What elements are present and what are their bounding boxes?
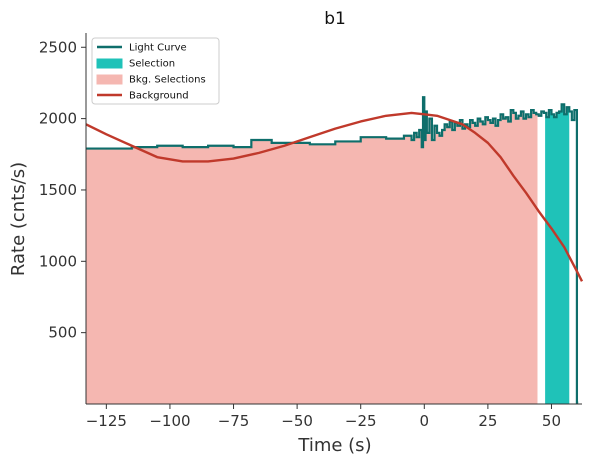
legend-label: Background [129,91,189,102]
y-axis: 500 1000 1500 2000 2500 [39,33,87,404]
legend-label: Bkg. Selections [129,75,206,86]
selection-area [545,104,570,404]
legend-box [91,37,220,105]
x-axis-label: Time (s) [297,435,371,456]
y-axis-label: Rate (cnts/s) [8,162,29,276]
x-tick-label: 0 [420,412,430,430]
bkg-selection-area [86,97,538,404]
chart-title: b1 [324,9,346,29]
x-tick-label: −75 [218,412,250,430]
legend-label: Selection [129,59,175,70]
x-tick-label: −100 [149,412,190,430]
legend-label: Light Curve [129,43,187,54]
legend-patch-marker [96,58,123,69]
light-curve-line [86,96,579,404]
x-tick-label: −125 [86,412,127,430]
legend: Light Curve Selection Bkg. Selections Backg… [91,37,220,105]
y-tick-label: 2500 [39,38,77,56]
plot-area [85,96,584,404]
x-axis: −125 −100 −75 −50 −25 0 25 50 [86,403,582,430]
legend-patch-marker [96,74,123,85]
x-tick-label: −25 [345,412,377,430]
y-tick-label: 1500 [39,181,77,199]
y-tick-label: 500 [48,324,77,342]
y-tick-label: 1000 [39,252,77,270]
background-curve [85,111,584,282]
y-tick-label: 2000 [39,110,77,128]
x-tick-label: 25 [478,412,497,430]
x-tick-label: 50 [542,412,561,430]
x-tick-label: −50 [281,412,313,430]
